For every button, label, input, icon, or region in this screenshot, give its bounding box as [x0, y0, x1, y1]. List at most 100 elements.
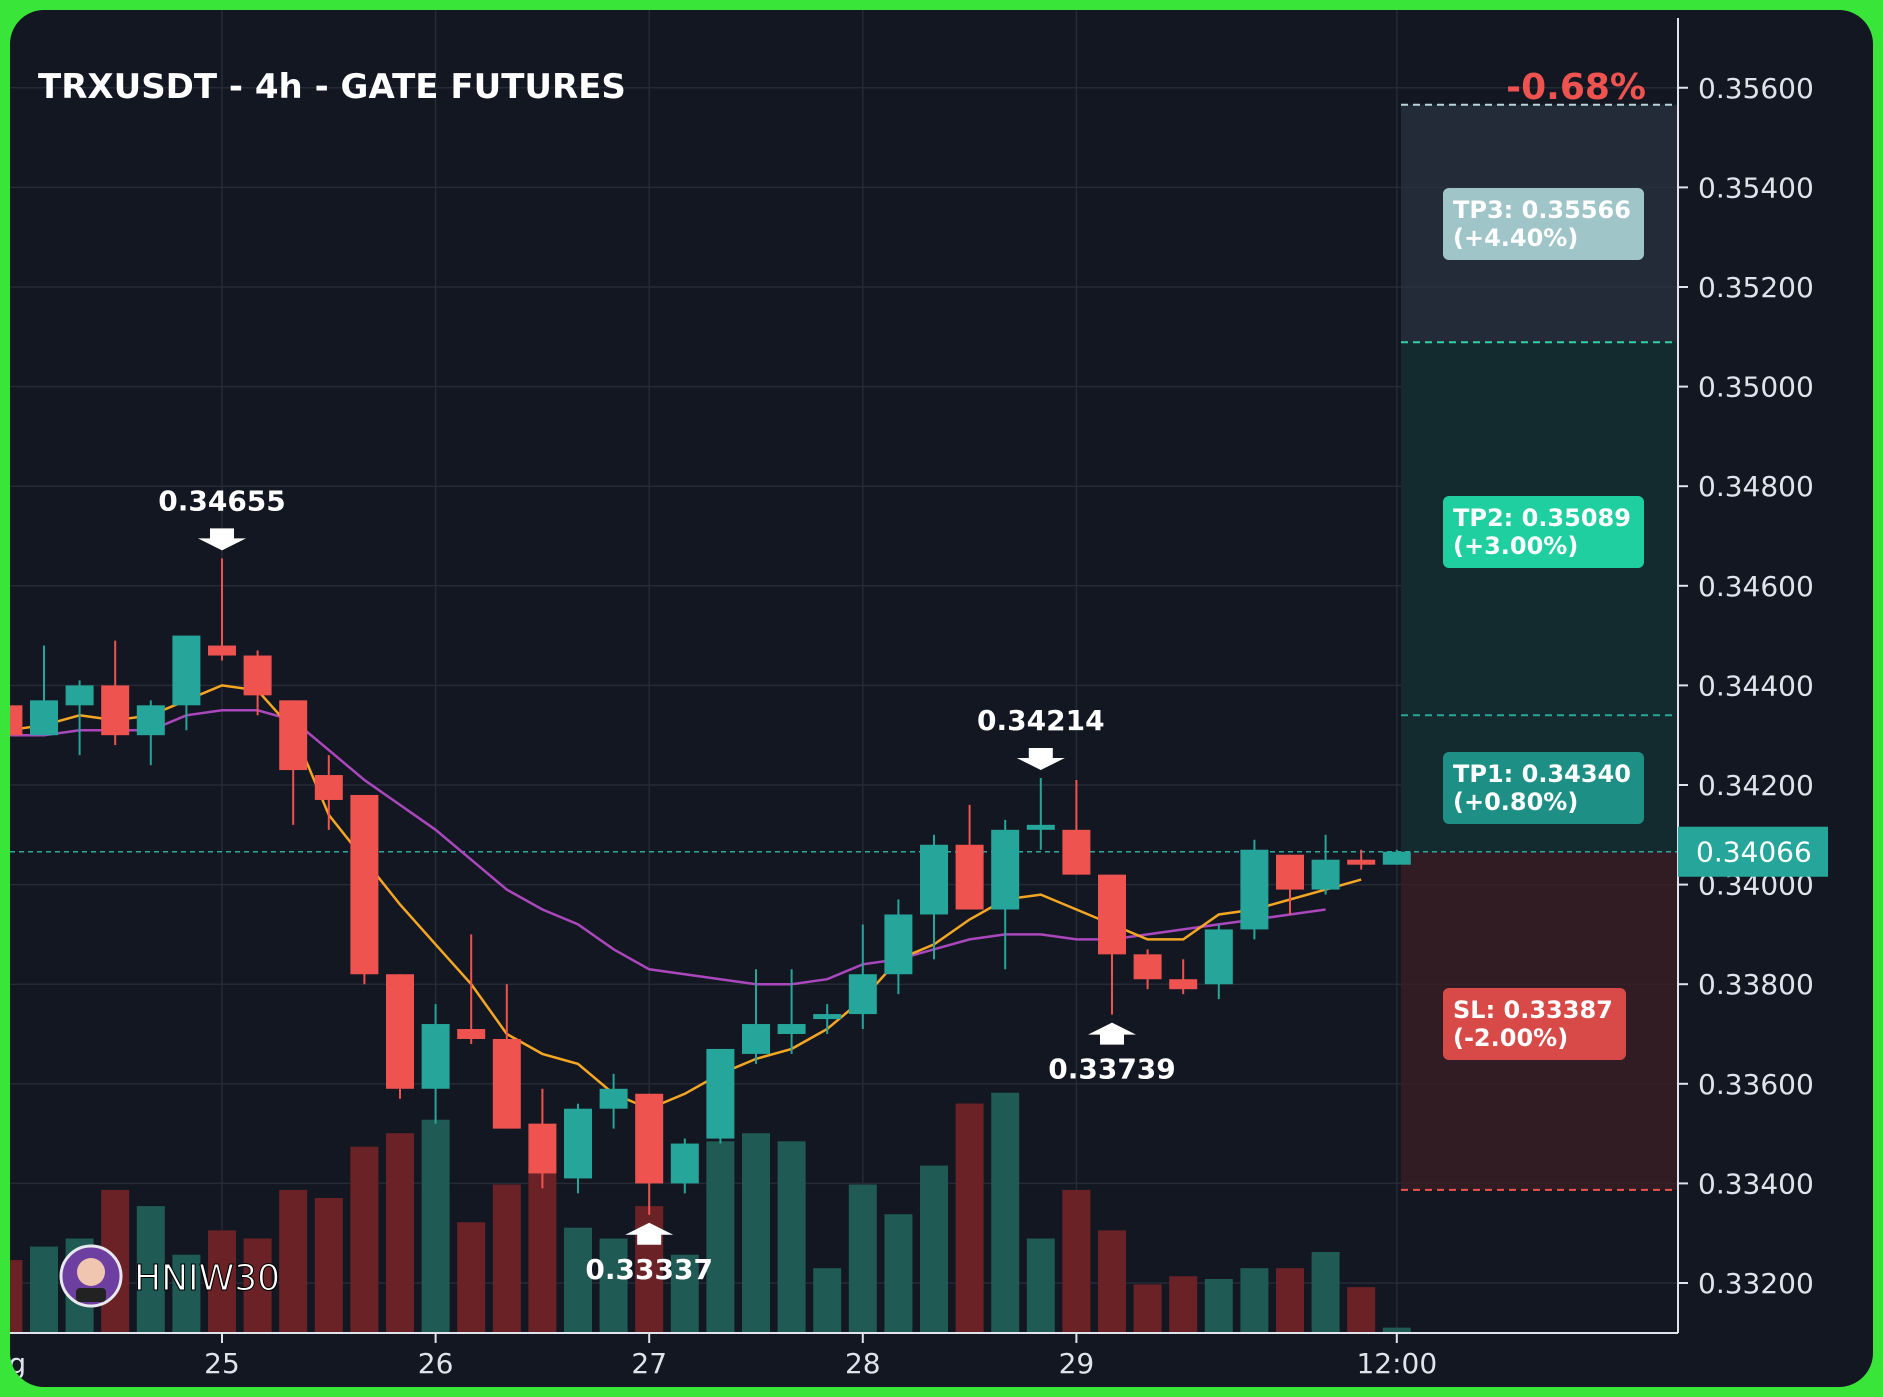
candle-body — [991, 829, 1020, 910]
x-tick-label: 25 — [204, 1347, 240, 1380]
y-tick-label: 0.34400 — [1698, 669, 1814, 702]
volume-bar — [386, 1133, 414, 1333]
level-line2: (+4.40%) — [1453, 224, 1578, 252]
candle-body — [920, 844, 948, 915]
candle-body — [457, 1029, 486, 1039]
candle-body — [777, 1024, 806, 1034]
y-tick-label: 0.33600 — [1698, 1068, 1814, 1101]
volume-bar — [742, 1133, 770, 1333]
x-tick-label: ug — [10, 1347, 26, 1380]
volume-bar — [350, 1146, 379, 1333]
level-line2: (-2.00%) — [1453, 1024, 1568, 1052]
candle-body — [279, 700, 308, 771]
volume-bar — [10, 1260, 23, 1333]
watermark-text: HNIW30 — [134, 1258, 280, 1299]
volume-bar — [1347, 1287, 1376, 1333]
watermark: HNIW30 — [59, 1244, 281, 1308]
candle-body — [955, 844, 984, 910]
volume-bar — [172, 1254, 201, 1333]
x-tick-label: 28 — [845, 1347, 881, 1380]
y-tick-label: 0.35400 — [1698, 171, 1814, 204]
candle-body — [65, 685, 94, 706]
candle-body — [10, 705, 23, 736]
current-price-label: 0.34066 — [1696, 836, 1812, 869]
candle-body — [599, 1088, 628, 1109]
level-box-tp1: TP1: 0.34340(+0.80%) — [1443, 752, 1644, 824]
volume-bar — [1133, 1284, 1162, 1333]
volume-bar — [136, 1206, 165, 1333]
level-line1: TP2: 0.35089 — [1453, 504, 1631, 532]
candle-body — [706, 1048, 735, 1139]
volume-bar — [1169, 1276, 1198, 1333]
level-line1: TP1: 0.34340 — [1453, 760, 1631, 788]
x-tick-label: 29 — [1059, 1347, 1095, 1380]
volume-bar — [564, 1227, 592, 1333]
y-tick-label: 0.33800 — [1698, 968, 1814, 1001]
y-tick-label: 0.34800 — [1698, 470, 1814, 503]
peak-label: 0.34655 — [158, 484, 286, 517]
y-tick-label: 0.34200 — [1698, 769, 1814, 802]
volume-bar — [30, 1246, 58, 1333]
candle-body — [1098, 874, 1126, 955]
chart-title: TRXUSDT - 4h - GATE FUTURES — [38, 67, 626, 107]
avatar-face — [77, 1258, 105, 1286]
level-line2: (+0.80%) — [1453, 788, 1578, 816]
level-line2: (+3.00%) — [1453, 532, 1578, 560]
arrow-down-icon — [1016, 748, 1065, 771]
arrow-down-icon — [198, 528, 246, 551]
candle-body — [848, 974, 877, 1015]
volume-bar — [1026, 1238, 1055, 1333]
level-line1: SL: 0.33387 — [1453, 996, 1613, 1024]
y-tick-label: 0.34600 — [1698, 570, 1814, 603]
level-box-bg — [1443, 988, 1626, 1060]
level-box-tp2: TP2: 0.35089(+3.00%) — [1443, 496, 1644, 568]
ema-slow-line — [10, 709, 1326, 986]
candle-body — [742, 1024, 770, 1054]
volume-bar — [813, 1268, 842, 1333]
volume-bar — [1098, 1230, 1126, 1333]
volume-bar — [492, 1184, 521, 1333]
y-tick-label: 0.35200 — [1698, 271, 1814, 304]
candle-body — [564, 1108, 592, 1179]
candle-body — [1133, 954, 1162, 980]
x-tick-label: 26 — [418, 1347, 454, 1380]
candle-body — [101, 685, 130, 736]
peak-label: 0.34214 — [977, 704, 1105, 737]
volume-bar — [599, 1238, 628, 1333]
level-box-sl: SL: 0.33387(-2.00%) — [1443, 988, 1626, 1060]
volume-bar — [920, 1165, 948, 1333]
candle-body — [884, 914, 913, 975]
candle-body — [314, 775, 343, 800]
candle-body — [172, 635, 201, 706]
candle-body — [1240, 849, 1269, 930]
avatar-shirt — [76, 1288, 106, 1302]
chart-frame: 0.34655 0.33337 0.34214 0.33739 TP3: 0.3556… — [10, 10, 1873, 1387]
candle-body — [1311, 859, 1340, 890]
peak-labels: 0.34655 0.33337 0.34214 0.33739 — [158, 484, 1176, 1285]
price-chart[interactable]: 0.34655 0.33337 0.34214 0.33739 TP3: 0.3556… — [10, 10, 1873, 1387]
volume-bar — [1062, 1189, 1091, 1333]
level-line1: TP3: 0.35566 — [1453, 196, 1631, 224]
current-price-tag: 0.34066 — [1678, 826, 1828, 877]
volume-bar — [528, 1165, 557, 1333]
axes: 0.332000.334000.336000.338000.340000.342… — [10, 18, 1828, 1380]
candle-body — [528, 1123, 557, 1174]
volume-bar — [706, 1141, 735, 1333]
y-tick-label: 0.35000 — [1698, 371, 1814, 404]
candle-body — [30, 700, 58, 736]
arrow-up-icon — [625, 1222, 674, 1245]
ema-lines — [10, 684, 1362, 1111]
y-tick-label: 0.33400 — [1698, 1167, 1814, 1200]
volume-bar — [884, 1214, 913, 1333]
candle-body — [136, 705, 165, 736]
level-box-bg — [1443, 496, 1644, 568]
volume-bar — [955, 1103, 984, 1333]
current-price-tag-bg — [1678, 826, 1828, 877]
level-box-tp3: TP3: 0.35566(+4.40%) — [1443, 188, 1644, 260]
y-tick-label: 0.33200 — [1698, 1267, 1814, 1300]
volume-bar — [848, 1184, 877, 1333]
candle-body — [208, 645, 236, 656]
volume-bar — [1240, 1268, 1269, 1333]
level-labels: TP3: 0.35566(+4.40%) TP2: 0.35089(+3.00%)… — [1443, 188, 1644, 1060]
candle-body — [1204, 929, 1233, 985]
